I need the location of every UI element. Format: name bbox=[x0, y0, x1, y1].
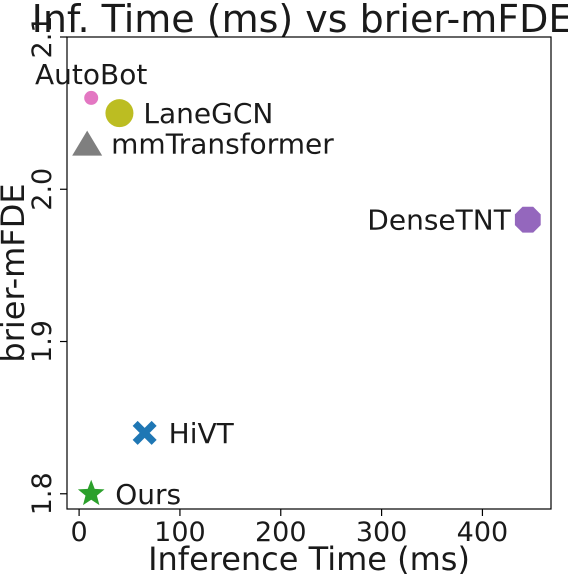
chart-title: Inf. Time (ms) vs brier-mFDE bbox=[32, 0, 568, 41]
marker-densetnt bbox=[514, 206, 541, 233]
y-tick-label: 2.1 bbox=[27, 16, 58, 59]
x-axis: 0 100 200 300 400 bbox=[71, 509, 509, 548]
plot-area bbox=[66, 36, 552, 510]
point-label-densetnt: DenseTNT bbox=[367, 204, 511, 237]
x-tick-label: 0 bbox=[71, 517, 88, 548]
y-tick-label: 1.8 bbox=[27, 472, 58, 515]
point-label-mmtransformer: mmTransformer bbox=[111, 128, 334, 161]
x-tick-label: 400 bbox=[457, 517, 509, 548]
x-tick-label: 100 bbox=[154, 517, 206, 548]
y-tick-label: 1.9 bbox=[27, 320, 58, 363]
point-label-lanegcn: LaneGCN bbox=[143, 97, 273, 130]
marker-mmtransformer bbox=[72, 130, 103, 156]
point-label-ours: Ours bbox=[115, 478, 181, 511]
marker-hivt bbox=[132, 420, 157, 445]
y-tick-label: 2.0 bbox=[27, 168, 58, 211]
point-label-hivt: HiVT bbox=[169, 417, 235, 450]
x-tick-label: 200 bbox=[255, 517, 307, 548]
marker-lanegcn bbox=[105, 99, 134, 128]
y-axis-label: brier-mFDE bbox=[0, 183, 32, 362]
x-axis-label: Inference Time (ms) bbox=[148, 540, 470, 576]
marker-ours bbox=[77, 479, 105, 506]
point-label-autobot: AutoBot bbox=[35, 58, 147, 91]
x-tick-label: 300 bbox=[356, 517, 408, 548]
marker-autobot bbox=[84, 90, 99, 105]
y-axis: 1.8 1.9 2.0 2.1 bbox=[27, 16, 67, 515]
